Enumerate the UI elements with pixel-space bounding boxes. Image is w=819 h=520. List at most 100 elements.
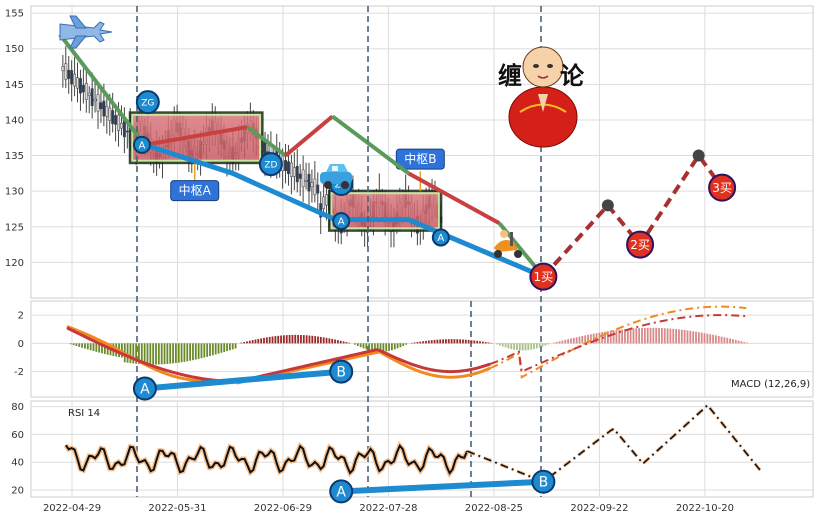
- macd-hist-bar: [481, 341, 484, 344]
- monk-icon: 缠 论: [498, 46, 585, 148]
- macd-hist-bar: [436, 339, 439, 344]
- macd-hist-bar: [300, 334, 302, 344]
- macd-hist-bar: [675, 329, 678, 344]
- macd-hist-bar: [507, 343, 510, 349]
- macd-hist-bar: [530, 343, 533, 350]
- macd-hist-bar: [95, 343, 98, 352]
- macd-hist-bar: [274, 336, 277, 344]
- macd-hist-bar: [248, 340, 251, 344]
- pivot-label-box: [395, 148, 445, 170]
- macd-hist-bar: [700, 332, 703, 344]
- macd-hist-bar: [138, 343, 140, 364]
- price-marker-a: A: [332, 212, 351, 231]
- y-tick-label: 20: [11, 486, 24, 497]
- macd-hist-bar: [317, 336, 319, 344]
- car-icon: [320, 164, 352, 189]
- macd-hist-bar: [555, 341, 558, 344]
- macd-hist-bar: [459, 339, 462, 344]
- macd-hist-bar: [189, 343, 192, 361]
- macd-hist-bar: [501, 343, 504, 347]
- macd-hist-bar: [217, 343, 220, 354]
- macd-hist-bar: [223, 343, 226, 352]
- stroke-segment: [58, 33, 147, 147]
- pivot-label: 中枢B: [404, 151, 436, 166]
- macd-hist-bar: [214, 343, 217, 355]
- macd-hist-bar: [572, 337, 575, 344]
- candle-body: [87, 92, 91, 96]
- buy-point: 1买: [529, 262, 558, 291]
- marker-label: B: [336, 365, 346, 381]
- macd-hist-bar: [359, 343, 362, 348]
- candle-body: [93, 98, 97, 102]
- candle-body: [313, 178, 317, 196]
- macd-hist-bar: [612, 330, 615, 344]
- y-tick-label: 140: [5, 115, 24, 126]
- macd-hist-bar: [149, 343, 152, 365]
- y-tick-label: 2: [18, 311, 24, 322]
- macd-hist-bar: [624, 329, 626, 344]
- macd-hist-bar: [268, 336, 271, 344]
- macd-hist-bar: [589, 334, 592, 344]
- macd-hist-bar: [379, 343, 382, 352]
- candle-body: [125, 130, 129, 133]
- macd-hist-bar: [393, 343, 396, 350]
- marker-label: A: [139, 140, 146, 151]
- macd-hist-bar: [524, 343, 527, 351]
- macd-hist-bar: [243, 342, 246, 344]
- macd-hist-bar: [371, 343, 373, 351]
- macd-hist-bar: [271, 336, 274, 344]
- candle-body: [90, 88, 94, 106]
- marker-label: 1买: [534, 270, 554, 284]
- macd-hist-bar: [544, 343, 547, 346]
- buy-point: 3买: [708, 173, 737, 202]
- macd-hist-bar: [703, 333, 706, 344]
- macd-hist-bar: [678, 329, 680, 344]
- macd-hist-bar: [564, 339, 567, 344]
- y-tick-label: 135: [5, 151, 24, 162]
- candle-body: [295, 165, 299, 183]
- macd-hist-bar: [709, 334, 712, 344]
- marker-circle: [258, 152, 283, 177]
- macd-hist-bar: [649, 327, 652, 344]
- macd-hist-bar: [402, 343, 405, 346]
- macd-hist-bar: [280, 335, 282, 344]
- y-tick-label: 125: [5, 222, 24, 233]
- marker-circle: [329, 479, 354, 504]
- macd-hist-bar: [294, 334, 297, 344]
- macd-hist-bar: [336, 340, 339, 344]
- macd-hist-bar: [84, 343, 86, 349]
- macd-hist-bar: [305, 335, 308, 344]
- macd-hist-bar: [342, 341, 345, 344]
- macd-hist-bar: [726, 337, 729, 344]
- candle-body: [120, 122, 123, 129]
- macd-hist-bar: [646, 327, 649, 344]
- y-tick-label: 0: [18, 339, 24, 350]
- macd-hist-bar: [626, 328, 629, 344]
- macd-hist-bar: [186, 343, 189, 362]
- macd-hist-bar: [322, 337, 325, 344]
- rsi-panel-frame: [30, 400, 814, 498]
- y-tick-label: 40: [11, 458, 24, 469]
- macd-hist-bar: [470, 340, 473, 344]
- macd-title: MACD (12,26,9): [731, 379, 810, 390]
- macd-hist-bar: [152, 343, 155, 365]
- marker-label: ZD: [264, 160, 277, 170]
- marker-label: 2买: [630, 238, 650, 252]
- pivot-label: 中枢A: [179, 183, 212, 198]
- macd-hist-bar: [78, 343, 81, 347]
- macd-hist-bar: [643, 327, 646, 344]
- macd-hist-bar: [251, 340, 254, 344]
- marker-label: 3买: [712, 181, 732, 195]
- macd-hist-bar: [581, 335, 584, 344]
- grid-lines: [31, 6, 813, 497]
- y-tick-label: 80: [11, 402, 24, 413]
- macd-hist-bar: [467, 339, 470, 344]
- macd-hist-bar: [683, 330, 686, 344]
- macd-hist-bar: [669, 328, 672, 344]
- macd-hist-bar: [447, 339, 450, 344]
- macd-divergence-line: [144, 368, 342, 392]
- macd-hist-bar: [362, 343, 365, 349]
- candle-body: [310, 182, 314, 188]
- macd-point-b: B: [329, 359, 354, 384]
- macd-hist-bar: [479, 341, 481, 344]
